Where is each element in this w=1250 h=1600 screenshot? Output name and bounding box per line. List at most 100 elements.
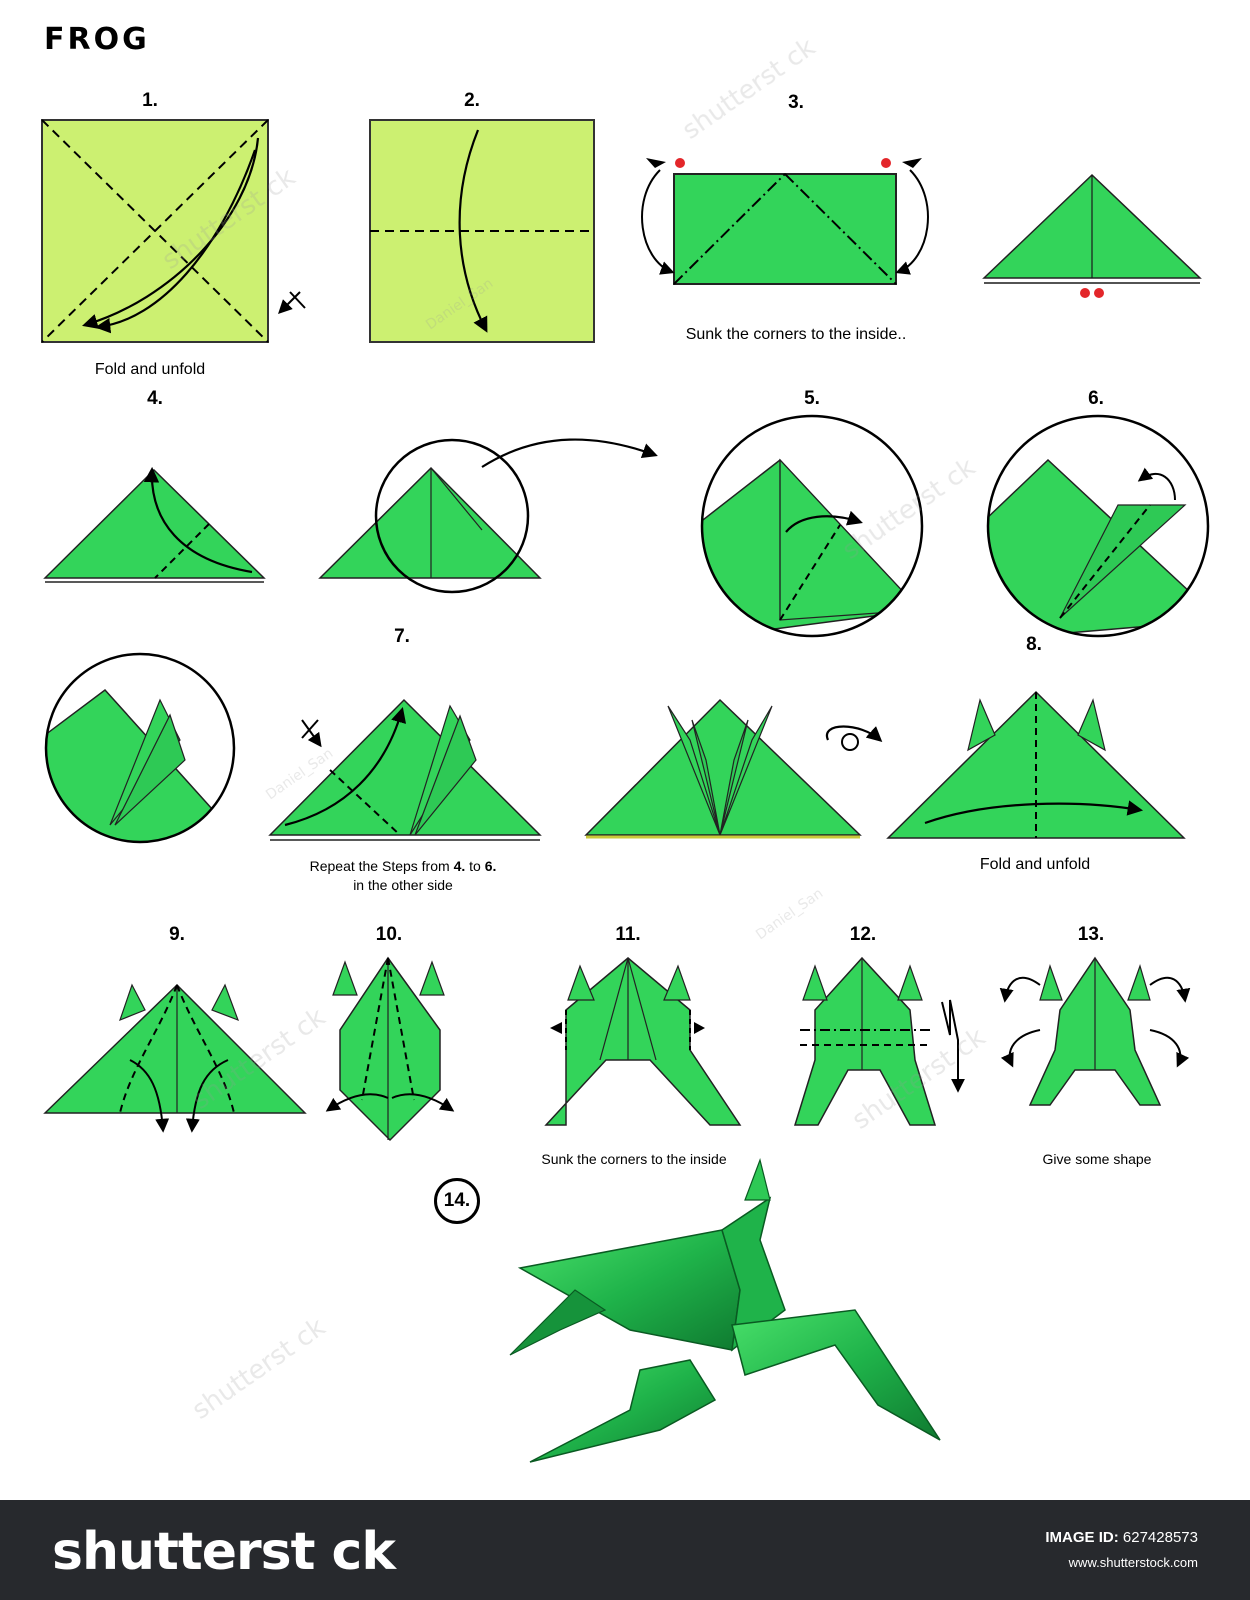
step-7-number: 7. bbox=[394, 626, 410, 647]
fold-line bbox=[430, 467, 483, 531]
fold-line bbox=[675, 158, 685, 168]
fold-line bbox=[41, 119, 269, 343]
step-13-number: 13. bbox=[1077, 924, 1105, 945]
watermark-text: shutterst ck bbox=[187, 1312, 331, 1425]
stock-footer-bar: shutterst ck IMAGE ID: 627428573 www.shu… bbox=[0, 1500, 1250, 1600]
step-6-diagram bbox=[986, 414, 1210, 638]
step-11-diagram bbox=[544, 957, 742, 1126]
fold-line bbox=[143, 466, 253, 574]
fold-line bbox=[301, 719, 319, 739]
step-7-result-diagram bbox=[584, 698, 883, 839]
fold-line bbox=[419, 960, 445, 996]
fold-line bbox=[550, 1022, 562, 1034]
fold-line bbox=[731, 1309, 941, 1441]
step-8-number: 8. bbox=[1026, 634, 1042, 655]
fold-line bbox=[999, 976, 1041, 1003]
fold-line bbox=[284, 707, 407, 827]
fold-line bbox=[529, 1359, 717, 1463]
fold-line bbox=[941, 999, 965, 1093]
image-id-value: 627428573 bbox=[1122, 1529, 1198, 1546]
fold-line bbox=[458, 129, 488, 333]
fold-line bbox=[509, 1289, 607, 1356]
step-1-diagram bbox=[41, 119, 306, 343]
step-2-diagram bbox=[369, 119, 595, 343]
fold-line bbox=[332, 960, 358, 996]
fold-line bbox=[694, 1022, 705, 1034]
fold-line bbox=[719, 705, 773, 836]
step-4-number: 4. bbox=[147, 388, 163, 409]
page-title: FROG bbox=[44, 22, 150, 57]
step-14-badge: 14. bbox=[434, 1178, 480, 1224]
fold-line bbox=[154, 523, 210, 579]
step-6-number: 6. bbox=[1088, 388, 1104, 409]
step-3-diagram bbox=[641, 158, 1202, 298]
fold-line bbox=[325, 1093, 389, 1112]
image-id-label: IMAGE ID: bbox=[1045, 1529, 1119, 1546]
caption-step-7: Repeat the Steps from 4. to 6. in the ot… bbox=[310, 857, 497, 895]
fold-line bbox=[1000, 1029, 1041, 1068]
step-13-diagram bbox=[999, 956, 1191, 1106]
step-12-diagram bbox=[793, 956, 965, 1126]
caption-step-11: Sunk the corners to the inside bbox=[541, 1151, 727, 1167]
caption-step-7-e: in the other side bbox=[353, 877, 453, 893]
caption-step-7-a: Repeat the Steps from bbox=[309, 858, 454, 874]
fold-line bbox=[902, 158, 922, 168]
caption-step-7-b: 4. bbox=[453, 858, 466, 874]
caption-step-1: Fold and unfold bbox=[94, 361, 206, 378]
fold-line bbox=[627, 957, 657, 1061]
fold-line bbox=[744, 1157, 771, 1201]
fold-line bbox=[897, 964, 923, 1001]
fold-line bbox=[43, 983, 307, 1114]
step-2-number: 2. bbox=[464, 90, 480, 111]
fold-line bbox=[481, 438, 658, 468]
fold-line bbox=[691, 719, 721, 836]
diagram-part bbox=[702, 458, 922, 636]
step-8-diagram bbox=[886, 690, 1186, 839]
fold-line bbox=[924, 800, 1144, 825]
fold-line bbox=[119, 983, 146, 1022]
fold-line bbox=[1039, 964, 1063, 1001]
fold-line bbox=[129, 1059, 170, 1133]
step-14-number: 14. bbox=[443, 1190, 471, 1211]
watermark-name: Daniel_San bbox=[753, 885, 826, 943]
fold-line bbox=[387, 957, 415, 1101]
step-7-diagram bbox=[268, 698, 542, 841]
fold-line bbox=[44, 652, 236, 844]
fold-line bbox=[673, 173, 897, 285]
fold-line bbox=[361, 957, 389, 1101]
caption-step-7-c: to bbox=[465, 858, 485, 874]
fold-line bbox=[802, 964, 828, 1001]
fold-line bbox=[700, 414, 924, 638]
step-11-number: 11. bbox=[615, 924, 641, 945]
fold-line bbox=[119, 984, 178, 1114]
fold-line bbox=[1080, 288, 1090, 298]
site-url: www.shutterstock.com bbox=[1068, 1555, 1198, 1570]
caption-step-8: Fold and unfold bbox=[979, 856, 1091, 873]
fold-line bbox=[895, 169, 929, 275]
step-12-number: 12. bbox=[849, 924, 877, 945]
fold-line bbox=[43, 468, 266, 579]
step-4-diagram bbox=[43, 466, 266, 583]
step-1-number: 1. bbox=[142, 90, 158, 111]
fold-line bbox=[1127, 964, 1151, 1001]
fold-line bbox=[414, 714, 477, 836]
fold-line bbox=[1149, 976, 1191, 1003]
fold-line bbox=[289, 291, 306, 309]
step-9-number: 9. bbox=[169, 924, 185, 945]
fold-line bbox=[719, 719, 749, 836]
fold-line bbox=[278, 291, 301, 314]
diagram-part bbox=[46, 688, 234, 842]
fold-line bbox=[211, 983, 240, 1022]
fold-line bbox=[663, 964, 691, 1001]
fold-line bbox=[667, 705, 721, 836]
fold-line bbox=[82, 137, 260, 329]
fold-line bbox=[584, 698, 862, 836]
fold-line bbox=[185, 1059, 229, 1133]
fold-line bbox=[646, 158, 666, 168]
fold-line bbox=[785, 510, 863, 533]
fold-line bbox=[673, 173, 786, 285]
fold-line bbox=[967, 698, 996, 752]
step-10-number: 10. bbox=[375, 924, 403, 945]
fold-line bbox=[114, 713, 186, 826]
fold-line bbox=[1094, 288, 1104, 298]
